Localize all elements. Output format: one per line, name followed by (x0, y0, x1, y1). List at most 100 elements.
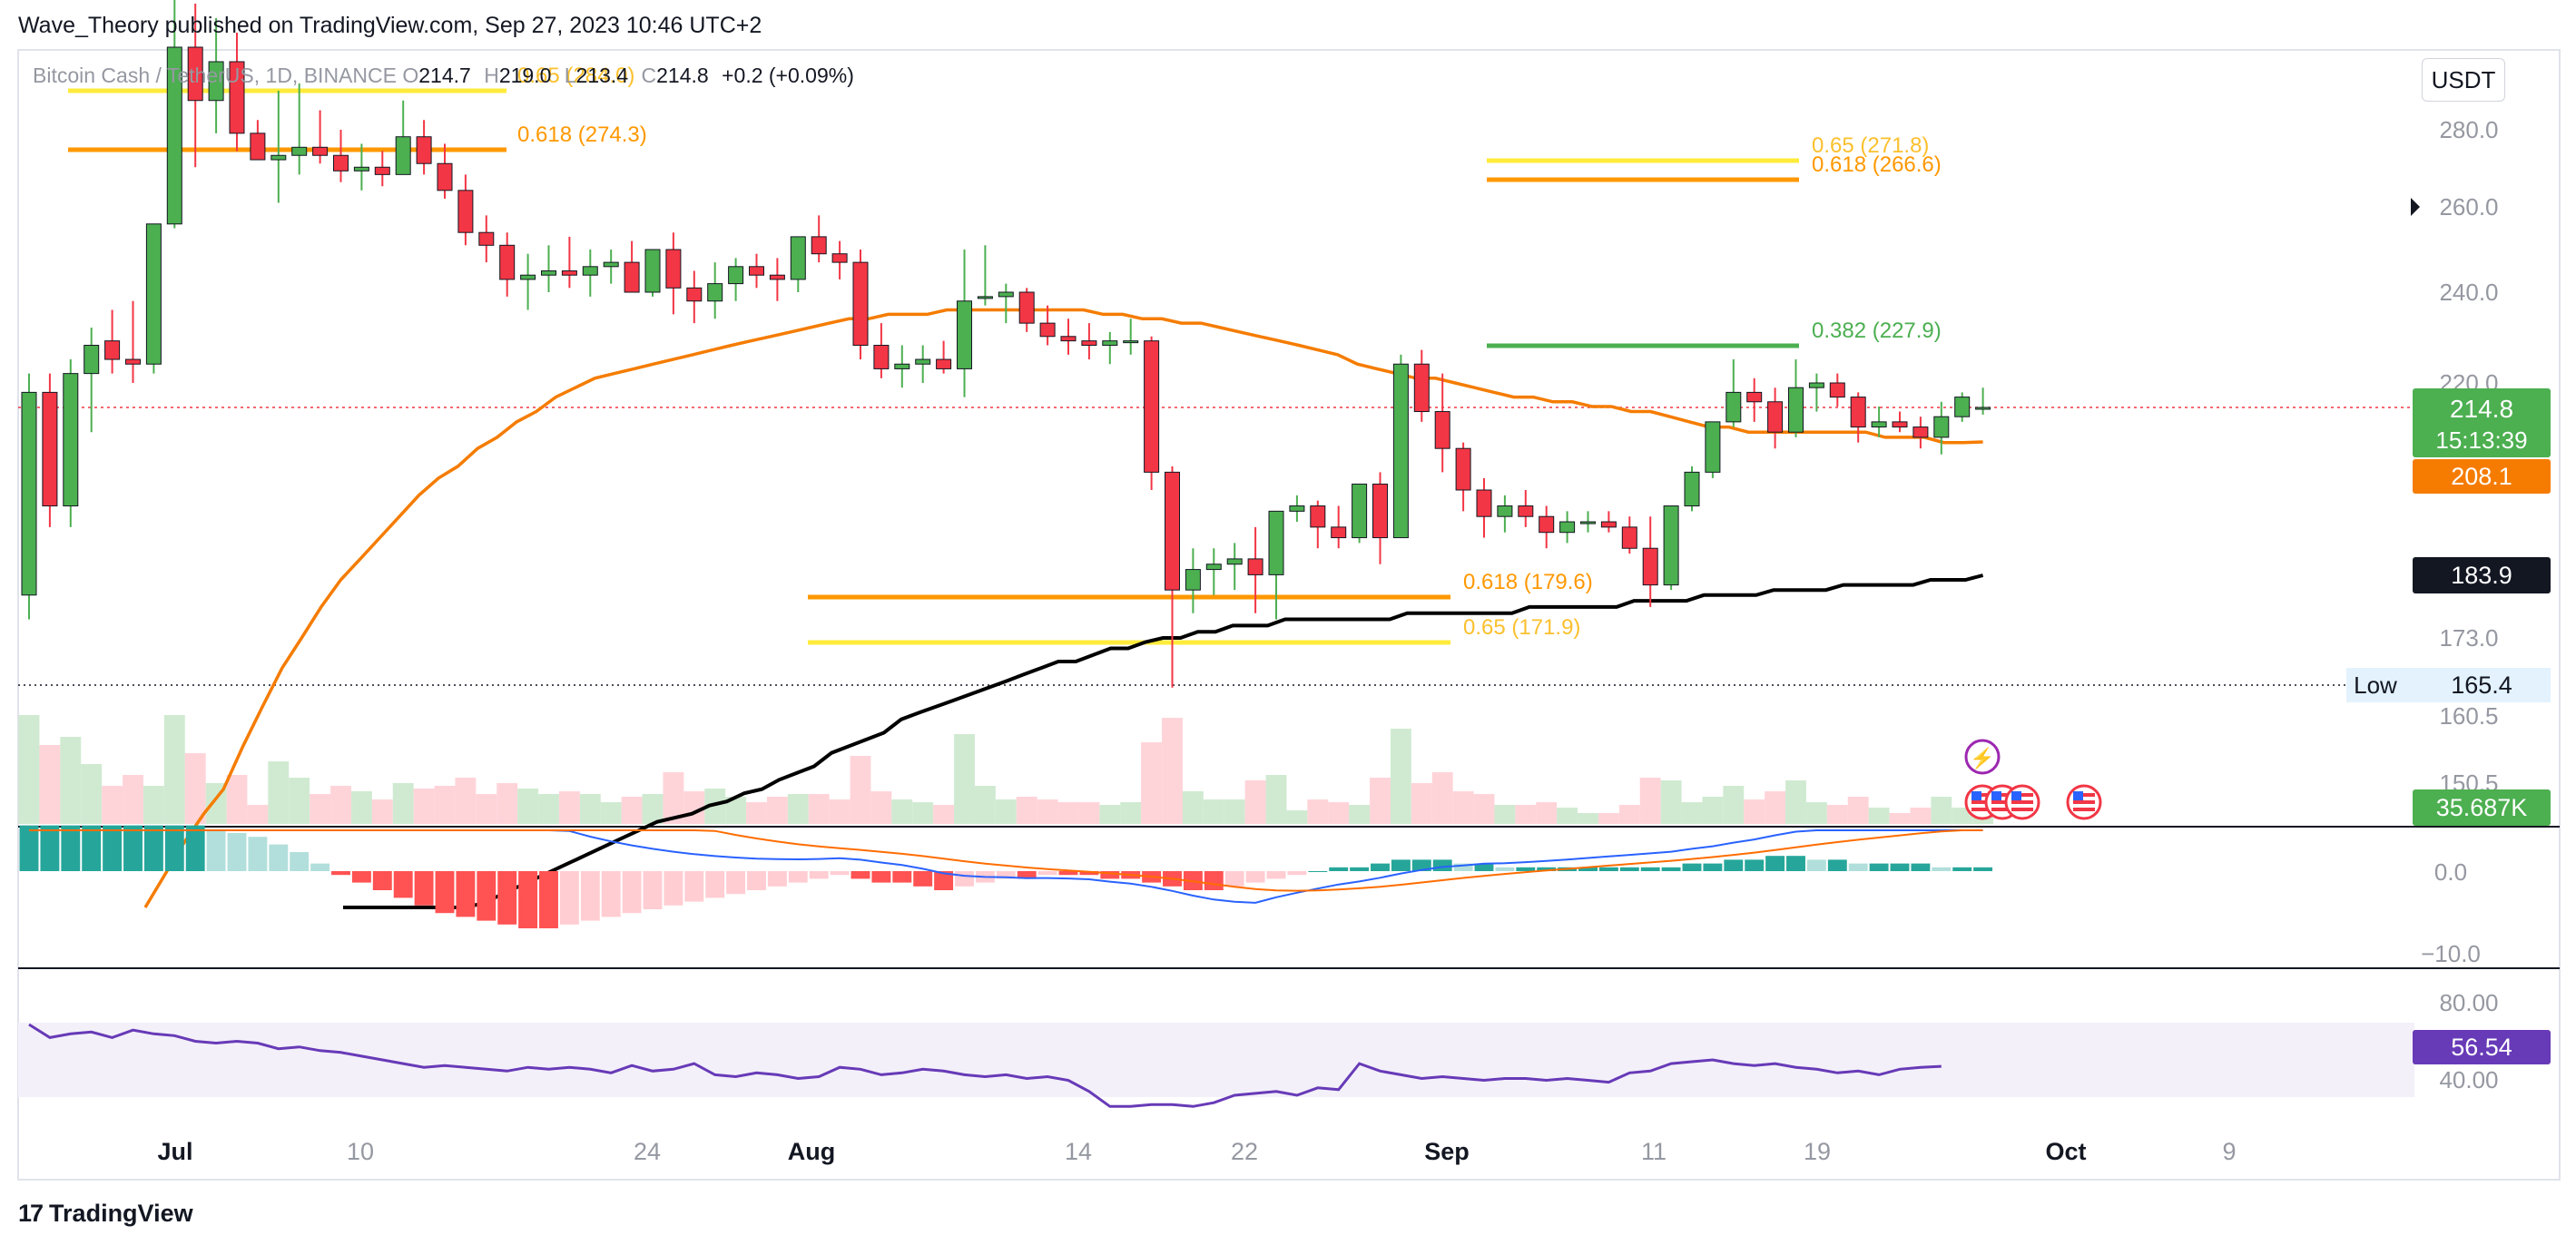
us-flag-stripe (1971, 800, 1993, 804)
tradingview-logo-icon: 17 (18, 1200, 44, 1227)
candle-body (416, 136, 432, 164)
volume-bar (1286, 810, 1308, 824)
macd-histogram-bar (206, 828, 226, 871)
candle-body (1185, 569, 1201, 591)
macd-histogram-bar (414, 871, 434, 906)
macd-histogram-bar (1100, 871, 1120, 879)
us-flag-canton (1991, 791, 2001, 800)
low-value: 213.4 (575, 64, 629, 87)
ma200-price-tag-bg (2413, 557, 2551, 593)
candle-body (1933, 416, 1950, 438)
macd-histogram-bar (892, 871, 912, 883)
macd-histogram-bar (1598, 867, 1618, 871)
rsi-pane (28, 1023, 1942, 1108)
macd-histogram-bar (1474, 863, 1494, 871)
volume-bar (1307, 799, 1329, 824)
macd-histogram-bar (227, 833, 247, 871)
us-flag-canton (1971, 791, 1981, 800)
macd-histogram-bar (809, 871, 829, 879)
candle-body (1060, 336, 1077, 342)
macd-histogram-bar (1911, 863, 1931, 871)
fib-label: 0.382 (227.9) (1812, 319, 1942, 343)
macd-histogram-bar (1453, 863, 1473, 871)
volume-bar (850, 756, 871, 824)
candle-body (1850, 397, 1866, 428)
change-value: +0.2 (+0.09%) (722, 64, 854, 87)
volume-bar (1765, 791, 1786, 824)
moving-averages (143, 308, 1984, 909)
time-tick: 11 (1641, 1138, 1667, 1165)
macd-histogram-bar (1391, 859, 1411, 871)
macd-histogram-bar (143, 825, 163, 871)
volume-bar (143, 786, 164, 824)
volume-bar (1618, 805, 1640, 824)
macd-histogram-bar (1661, 867, 1681, 871)
tradingview-brand[interactable]: 17 TradingView (18, 1200, 193, 1228)
candle-body (1413, 363, 1430, 413)
macd-histogram-bar (123, 825, 143, 871)
low-tag-label: Low (2354, 672, 2397, 699)
macd-histogram-bar (372, 871, 392, 890)
macd-histogram-bar (82, 825, 102, 871)
price-tick: 260.0 (2439, 193, 2498, 221)
rsi-tick: 80.00 (2439, 989, 2498, 1016)
candle-body (478, 231, 495, 246)
time-tick: 14 (1065, 1138, 1092, 1165)
volume-bar (642, 794, 664, 824)
time-tick: Aug (788, 1138, 835, 1165)
macd-tick: −10.0 (2421, 940, 2481, 967)
us-flag-stripe (2073, 800, 2095, 804)
candle-body (1580, 521, 1596, 524)
macd-histogram-bar (1266, 871, 1286, 879)
time-axis: Jul 10 24 Aug 14 22 Sep 11 19 Oct 9 (157, 1138, 2236, 1165)
candle-body (1018, 291, 1035, 324)
candle-body (1165, 471, 1180, 591)
macd-histogram-bar (1537, 867, 1557, 871)
us-flag-stripe (2011, 800, 2033, 804)
macd-histogram-bar (1745, 859, 1765, 871)
candle-body (1871, 421, 1887, 428)
us-flag-stripe (1971, 808, 1993, 811)
ma200-line (343, 573, 1984, 909)
macd-histogram-bar (1869, 863, 1889, 871)
volume-bar (60, 737, 82, 824)
macd-histogram-bar (580, 871, 600, 921)
macd-histogram-bar (1806, 859, 1826, 871)
us-flag-stripe (1991, 808, 2013, 811)
macd-histogram-bar (1890, 863, 1910, 871)
candle-body (1455, 447, 1471, 491)
ma50-price-tag: 208.1 (2451, 463, 2512, 490)
us-flag-stripe (2011, 808, 2033, 811)
volume-bar (1099, 805, 1121, 824)
symbol-legend: Bitcoin Cash / TetherUS, 1D, BINANCE O21… (33, 64, 861, 88)
candle-body (1808, 382, 1824, 388)
candle-body (208, 61, 224, 102)
time-tick: 24 (634, 1138, 661, 1165)
macd-histogram-bar (1619, 867, 1639, 871)
symbol-name[interactable]: Bitcoin Cash / TetherUS, 1D, BINANCE (33, 64, 397, 87)
macd-histogram-bar (1411, 859, 1431, 871)
rsi-band (18, 1023, 2414, 1097)
volume-bar (746, 802, 767, 824)
candle-body (1621, 526, 1637, 549)
volume-bar (558, 791, 580, 824)
volume-bar (18, 715, 40, 824)
us-flag-stripe (1991, 793, 2013, 797)
time-tick: 10 (347, 1138, 374, 1165)
candle-body (790, 236, 806, 280)
macd-histogram-bar (913, 871, 933, 887)
volume-bar (1723, 786, 1745, 824)
volume-bar (1016, 797, 1037, 824)
volume-bar (933, 805, 955, 824)
volume-bar (538, 794, 559, 824)
volume-bar (517, 789, 539, 824)
candle-body (603, 261, 619, 268)
candle-body (749, 266, 764, 276)
volume-bar (704, 789, 726, 824)
currency-button[interactable]: USDT (2422, 58, 2505, 102)
volume-bar (766, 797, 788, 824)
volume-bar (1681, 802, 1703, 824)
candles (21, 0, 1991, 688)
low-tag-value: 165.4 (2451, 672, 2512, 699)
